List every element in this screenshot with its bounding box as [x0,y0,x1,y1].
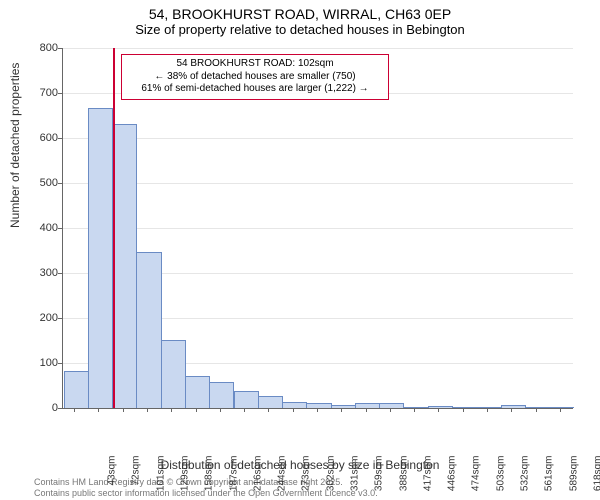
histogram-bar [525,407,550,408]
x-tick-mark [171,408,172,412]
x-tick-mark [560,408,561,412]
histogram-bar [112,124,137,409]
y-tick-label: 500 [28,177,58,189]
gridline [63,138,573,139]
y-tick-label: 700 [28,87,58,99]
y-axis-label: Number of detached properties [8,63,22,228]
chart-container: { "header": { "line1": "54, BROOKHURST R… [0,0,600,500]
x-tick-label: 302sqm [325,456,336,496]
x-tick-label: 129sqm [180,456,191,496]
annotation-box: 54 BROOKHURST ROAD: 102sqm← 38% of detac… [121,54,389,100]
x-tick-mark [196,408,197,412]
x-tick-label: 474sqm [471,456,482,496]
histogram-bar [185,376,210,409]
x-tick-label: 532sqm [520,456,531,496]
x-tick-mark [317,408,318,412]
x-tick-mark [293,408,294,412]
y-tick-mark [58,318,62,319]
histogram-bar [379,403,404,409]
x-tick-label: 446sqm [447,456,458,496]
histogram-bar [136,252,161,408]
x-tick-label: 101sqm [155,456,166,496]
histogram-bar [161,340,186,409]
annotation-line: 54 BROOKHURST ROAD: 102sqm [127,58,383,71]
x-tick-label: 273sqm [301,456,312,496]
x-tick-mark [74,408,75,412]
y-tick-label: 200 [28,312,58,324]
y-tick-label: 300 [28,267,58,279]
y-tick-label: 800 [28,42,58,54]
x-tick-mark [390,408,391,412]
histogram-bar [428,406,453,408]
x-tick-mark [414,408,415,412]
x-tick-label: 216sqm [252,456,263,496]
histogram-bar [282,402,307,408]
gridline [63,48,573,49]
x-tick-label: 43sqm [107,456,118,496]
x-tick-mark [511,408,512,412]
x-tick-label: 618sqm [592,456,600,496]
histogram-bar [404,407,429,408]
plot-area: 54 BROOKHURST ROAD: 102sqm← 38% of detac… [62,48,573,409]
y-tick-label: 100 [28,357,58,369]
x-tick-mark [123,408,124,412]
x-tick-label: 388sqm [398,456,409,496]
x-tick-mark [98,408,99,412]
x-tick-label: 561sqm [544,456,555,496]
y-tick-mark [58,363,62,364]
x-tick-mark [244,408,245,412]
histogram-bar [88,108,113,408]
histogram-bar [355,403,380,409]
histogram-bar [476,407,501,408]
x-tick-label: 589sqm [568,456,579,496]
y-tick-label: 0 [28,402,58,414]
x-tick-label: 72sqm [131,456,142,496]
y-tick-mark [58,228,62,229]
histogram-bar [64,371,89,408]
y-tick-mark [58,138,62,139]
x-tick-mark [147,408,148,412]
gridline [63,183,573,184]
x-tick-label: 417sqm [422,456,433,496]
y-tick-mark [58,93,62,94]
histogram-bar [501,405,526,408]
x-tick-label: 187sqm [228,456,239,496]
y-tick-mark [58,48,62,49]
x-tick-mark [536,408,537,412]
x-tick-mark [463,408,464,412]
annotation-line: ← 38% of detached houses are smaller (75… [127,71,383,84]
histogram-bar [452,407,477,408]
x-tick-mark [438,408,439,412]
gridline [63,228,573,229]
marker-line [113,48,115,408]
x-tick-mark [268,408,269,412]
histogram-bar [234,391,259,408]
y-tick-mark [58,408,62,409]
x-tick-label: 244sqm [277,456,288,496]
histogram-bar [306,403,331,409]
x-tick-mark [487,408,488,412]
x-tick-mark [366,408,367,412]
histogram-bar [258,396,283,408]
y-tick-mark [58,273,62,274]
histogram-bar [209,382,234,408]
x-tick-label: 359sqm [374,456,385,496]
histogram-bar [549,407,574,408]
x-tick-mark [341,408,342,412]
y-tick-label: 400 [28,222,58,234]
y-tick-mark [58,183,62,184]
y-tick-label: 600 [28,132,58,144]
annotation-line: 61% of semi-detached houses are larger (… [127,83,383,96]
x-tick-label: 158sqm [204,456,215,496]
x-tick-label: 503sqm [495,456,506,496]
x-tick-label: 331sqm [350,456,361,496]
x-tick-mark [220,408,221,412]
page-subtitle: Size of property relative to detached ho… [0,22,600,39]
page-title: 54, BROOKHURST ROAD, WIRRAL, CH63 0EP [0,0,600,22]
histogram-bar [331,405,356,408]
